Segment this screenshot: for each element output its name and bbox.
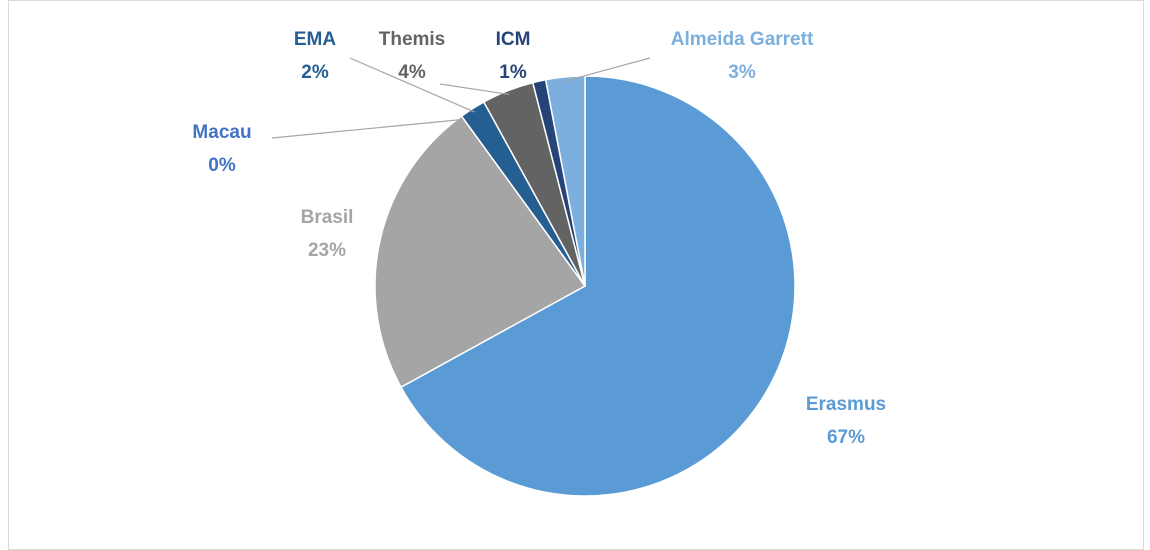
slice-value-label: 3% <box>728 62 756 83</box>
pie-slice <box>399 75 796 497</box>
slice-value-label: 4% <box>398 62 426 83</box>
slice-label: EMA <box>294 29 337 50</box>
slice-value-label: 1% <box>499 62 527 83</box>
slice-label: ICM <box>496 29 531 50</box>
slice-label: Macau <box>192 122 251 143</box>
slice-value-label: 67% <box>827 427 865 448</box>
slice-value-label: 0% <box>208 155 236 176</box>
slice-label: Themis <box>379 29 446 50</box>
leader-line <box>565 57 651 82</box>
slice-value-label: 2% <box>301 62 329 83</box>
slice-label: Erasmus <box>806 394 886 415</box>
pie-slice <box>374 115 587 389</box>
slice-label: Almeida Garrett <box>671 29 814 50</box>
slice-label: Brasil <box>301 207 354 228</box>
slice-value-label: 23% <box>308 240 346 261</box>
leader-line <box>271 118 464 139</box>
leader-line <box>349 57 475 113</box>
leader-line <box>439 83 510 96</box>
